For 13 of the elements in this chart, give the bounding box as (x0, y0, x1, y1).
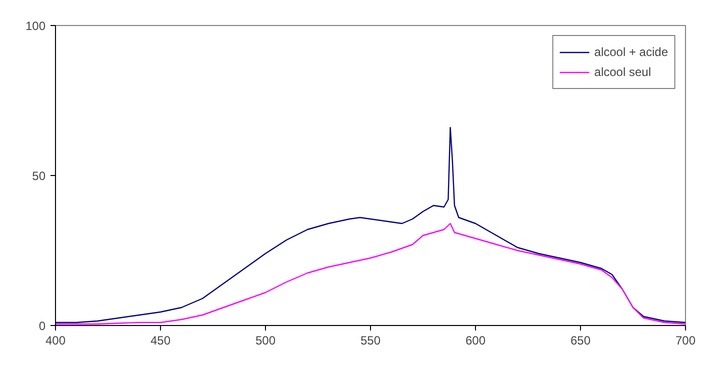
y-tick-label: 100 (25, 19, 46, 33)
x-tick-label: 700 (675, 334, 696, 348)
y-tick-label: 50 (32, 169, 46, 183)
x-tick-label: 650 (570, 334, 591, 348)
legend-label: alcool seul (594, 65, 651, 79)
x-tick-label: 500 (255, 334, 276, 348)
x-tick-label: 400 (45, 334, 66, 348)
x-tick-label: 600 (465, 334, 486, 348)
legend-label: alcool + acide (594, 45, 668, 59)
x-tick-label: 550 (360, 334, 381, 348)
y-tick-label: 0 (38, 319, 46, 333)
line-series (56, 126, 686, 324)
x-tick-label: 450 (150, 334, 171, 348)
